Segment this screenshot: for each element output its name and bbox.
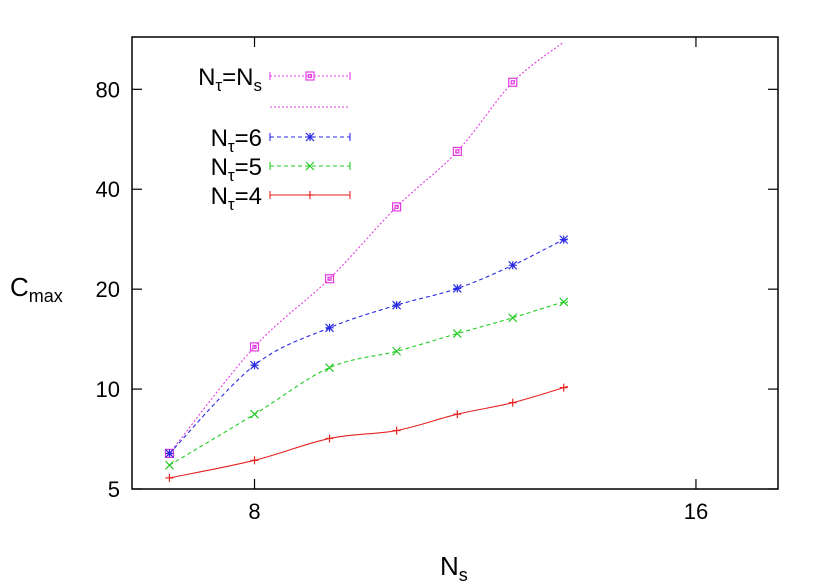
data-point-series-1 [559, 235, 569, 245]
legend-item-3: Nτ=5 [211, 154, 351, 185]
marker-stroke [325, 363, 334, 373]
marker-square [452, 146, 462, 157]
marker-square [305, 71, 315, 81]
marker-square-inner [455, 149, 460, 154]
marker-stroke [165, 448, 174, 458]
marker-square [392, 202, 402, 212]
legend-marker [306, 191, 314, 199]
x-tick-label: 16 [684, 499, 708, 524]
data-point-series-2 [508, 313, 518, 323]
data-point-series-0 [392, 202, 402, 212]
legend-marker [305, 71, 315, 81]
marker-stroke [452, 329, 462, 338]
y-tick-label: 5 [108, 477, 120, 502]
fit-curve-series-2 [169, 300, 568, 466]
marker-square [249, 342, 260, 352]
y-axis-label: Cmax [10, 272, 63, 306]
legend-label: Nτ=Ns [198, 64, 262, 95]
legend-label: Nτ=4 [211, 183, 262, 214]
marker-square-inner [307, 73, 313, 79]
legend-label: Nτ=6 [211, 125, 262, 156]
marker-square-inner [510, 80, 515, 85]
ticks: 8 16 5 10 20 40 80 [96, 37, 778, 524]
data-point-series-0 [249, 342, 260, 352]
legend-item-0: Nτ=Ns [198, 64, 351, 95]
x-tick-label: 8 [248, 499, 260, 524]
legend: Nτ=Ns Nτ=6Nτ=5Nτ=4 [198, 64, 351, 214]
data-point-series-2 [452, 329, 462, 338]
data-point-series-2 [392, 346, 402, 356]
legend-marker [305, 132, 315, 142]
marker-stroke [559, 235, 569, 245]
y-tick-label: 80 [96, 77, 120, 102]
data-point-series-2 [250, 409, 259, 419]
marker-square-inner [252, 344, 257, 349]
legend-item-4: Nτ=4 [211, 183, 351, 214]
fit-curve-series-1 [169, 237, 568, 454]
legend-item-2: Nτ=6 [211, 125, 351, 156]
data-points [164, 77, 569, 482]
marker-stroke [165, 460, 174, 470]
data-point-series-3 [508, 398, 517, 407]
data-point-series-2 [325, 363, 334, 373]
marker-stroke [392, 346, 402, 356]
data-point-series-1 [250, 360, 259, 370]
marker-stroke [250, 409, 259, 419]
legend-label: Nτ=5 [211, 154, 262, 185]
legend-marker [305, 161, 315, 171]
fit-curve-series-0 [169, 41, 565, 454]
fit-curve-series-3 [169, 385, 568, 479]
data-point-series-1 [452, 284, 462, 293]
data-point-series-0 [324, 274, 335, 284]
data-point-series-1 [325, 323, 334, 333]
marker-square [508, 77, 518, 87]
data-point-series-1 [165, 448, 174, 458]
marker-square-inner [327, 276, 332, 281]
marker-stroke [452, 284, 462, 293]
y-tick-label: 10 [96, 377, 120, 402]
marker-stroke [392, 300, 402, 310]
marker-stroke [250, 360, 259, 370]
marker-stroke [325, 323, 334, 333]
data-point-series-3 [250, 456, 259, 465]
fit-curves [169, 41, 568, 479]
data-point-series-2 [165, 460, 174, 470]
data-point-series-0 [452, 146, 462, 157]
marker-stroke [559, 297, 569, 307]
data-point-series-1 [508, 260, 518, 270]
marker-square-inner [394, 204, 399, 209]
data-point-series-3 [325, 434, 334, 443]
marker-stroke [305, 132, 315, 142]
y-tick-label: 20 [96, 277, 120, 302]
data-point-series-1 [392, 300, 402, 310]
data-point-series-3 [559, 383, 568, 392]
data-point-series-3 [453, 410, 462, 419]
marker-stroke [305, 161, 315, 171]
data-point-series-0 [508, 77, 518, 87]
plot-frame [131, 36, 779, 490]
marker-stroke [508, 313, 518, 323]
marker-stroke [508, 260, 518, 270]
x-axis-label: Ns [440, 551, 468, 581]
marker-square [324, 274, 335, 284]
data-point-series-3 [392, 426, 401, 435]
data-point-series-3 [165, 473, 174, 482]
data-point-series-2 [559, 297, 569, 307]
y-tick-label: 40 [96, 177, 120, 202]
